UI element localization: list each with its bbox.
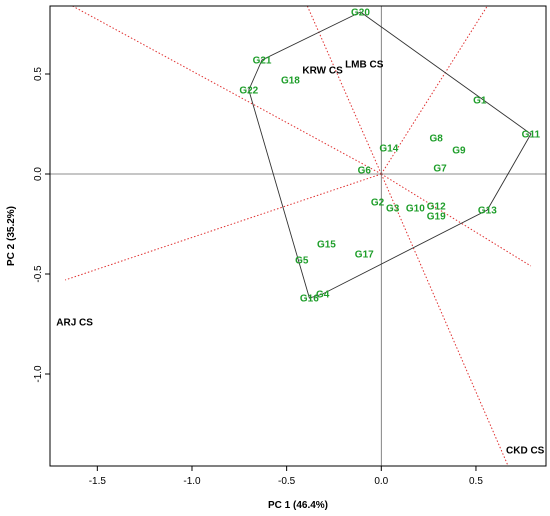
x-axis-ticks: -1.5 -1.0 -0.5 0.0 0.5 xyxy=(89,466,483,487)
sector-ray-6 xyxy=(380,6,488,175)
genotype-g3: G3 xyxy=(386,204,400,215)
genotype-g4: G4 xyxy=(316,290,330,301)
x-tick-label: -1.0 xyxy=(183,476,201,487)
y-axis-ticks: -1.0 -0.5 0.0 0.5 xyxy=(33,67,50,383)
genotype-g18: G18 xyxy=(281,76,300,87)
genotype-g19: G19 xyxy=(427,212,446,223)
genotype-g5: G5 xyxy=(295,256,309,267)
sector-ray-2 xyxy=(71,6,382,175)
sector-lines xyxy=(64,6,532,466)
sector-ray-5 xyxy=(306,6,382,175)
genotype-g14: G14 xyxy=(379,144,398,155)
genotype-g11: G11 xyxy=(522,130,541,141)
environment-krw-cs: KRW CS xyxy=(302,66,343,77)
genotype-g1: G1 xyxy=(473,96,487,107)
y-tick-label: 0.0 xyxy=(33,167,44,181)
origin-axes xyxy=(50,6,546,466)
x-tick-label: -0.5 xyxy=(278,476,296,487)
environment-ckd-cs: CKD CS xyxy=(506,446,545,457)
x-axis-label: PC 1 (46.4%) xyxy=(268,500,328,511)
genotype-g9: G9 xyxy=(452,146,466,157)
y-axis-label: PC 2 (35.2%) xyxy=(6,206,17,266)
plot-frame xyxy=(49,5,547,467)
environment-lmb-cs: LMB CS xyxy=(345,60,384,71)
y-tick-label: 0.5 xyxy=(33,67,44,81)
convex-hull xyxy=(248,11,532,299)
genotype-g2: G2 xyxy=(371,198,385,209)
x-tick-label: -1.5 xyxy=(89,476,107,487)
sector-ray-1 xyxy=(64,173,382,281)
genotype-g17: G17 xyxy=(355,250,374,261)
sector-ray-4 xyxy=(380,173,509,466)
genotype-g7: G7 xyxy=(433,164,447,175)
genotype-g20: G20 xyxy=(351,8,370,19)
sector-ray-3 xyxy=(381,173,532,267)
genotype-g13: G13 xyxy=(478,206,497,217)
x-tick-label: 0.0 xyxy=(374,476,388,487)
genotype-g8: G8 xyxy=(430,134,444,145)
genotype-g15: G15 xyxy=(317,240,336,251)
genotype-g10: G10 xyxy=(406,204,425,215)
hull-polygon xyxy=(248,11,532,299)
y-tick-label: -1.0 xyxy=(33,365,44,383)
genotype-g21: G21 xyxy=(253,56,272,67)
genotype-g6: G6 xyxy=(358,166,372,177)
genotype-g12: G12 xyxy=(427,202,446,213)
x-tick-label: 0.5 xyxy=(469,476,483,487)
genotype-g22: G22 xyxy=(239,86,258,97)
y-tick-label: -0.5 xyxy=(33,265,44,283)
genotype-g16: G16 xyxy=(300,294,319,305)
environment-arj-cs: ARJ CS xyxy=(56,318,93,329)
